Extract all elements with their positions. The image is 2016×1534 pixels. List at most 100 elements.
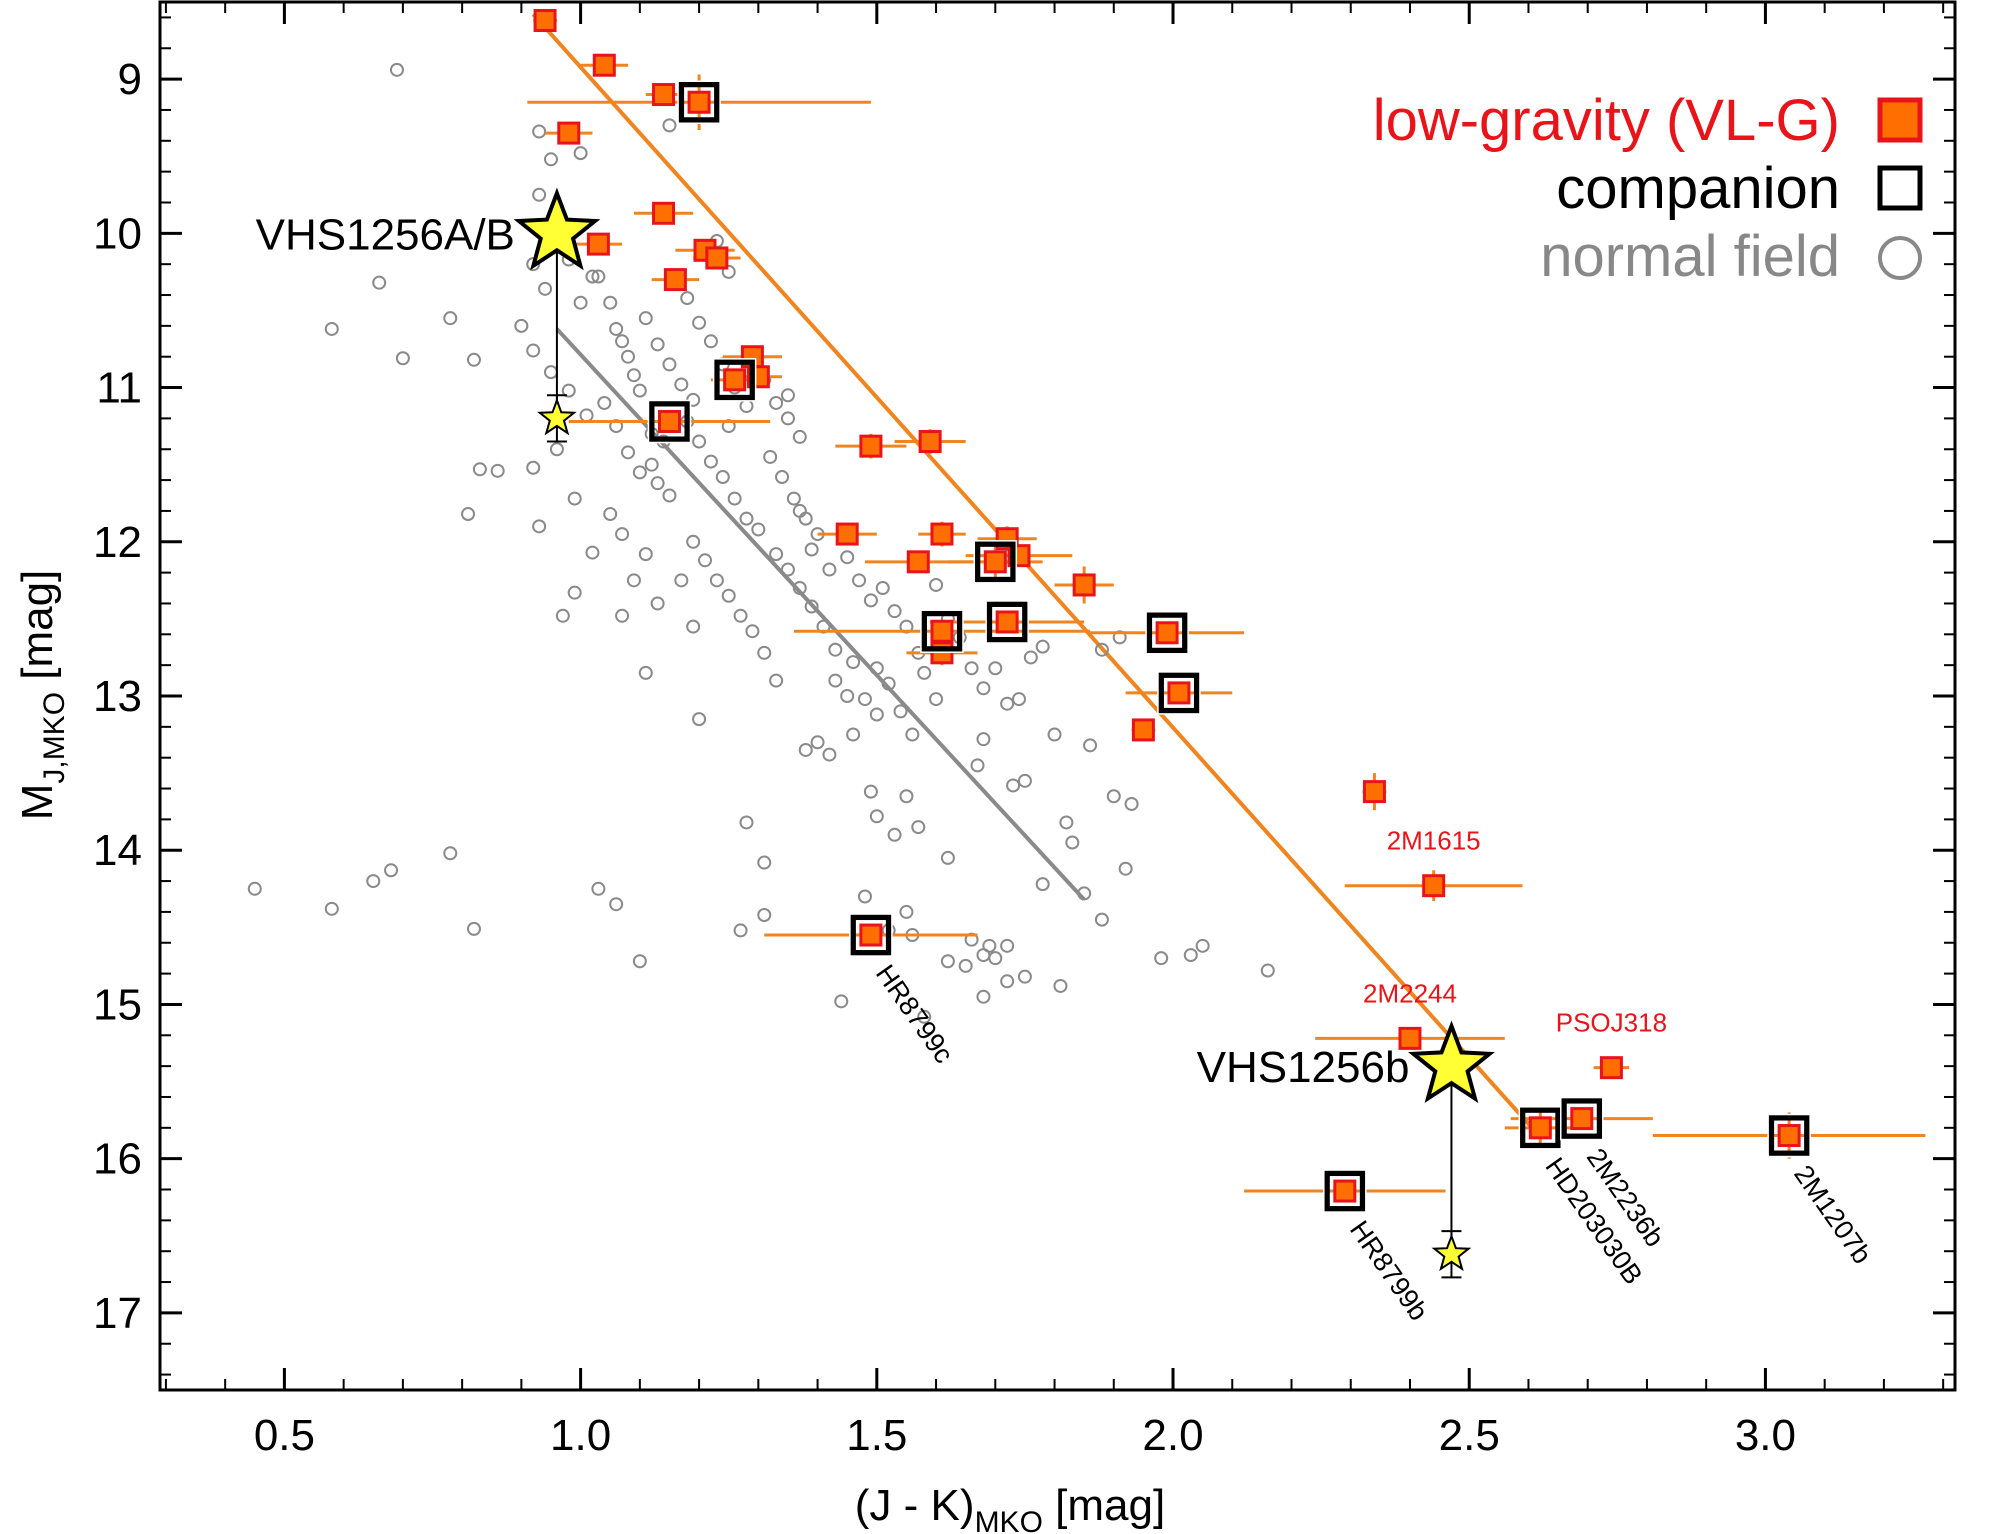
companion-point-halo	[1157, 671, 1201, 715]
field-point	[366, 874, 381, 889]
y-tick-label: 15	[93, 980, 142, 1029]
companion-point-halo	[647, 399, 692, 444]
field-point	[745, 624, 760, 639]
x-tick-label: 3.0	[1735, 1411, 1796, 1460]
field-point	[875, 581, 890, 596]
field-point	[863, 593, 878, 608]
legend-label-normal-field: normal field	[1540, 224, 1840, 289]
field-point	[579, 408, 594, 423]
low-gravity-point	[1072, 573, 1096, 597]
field-point	[792, 429, 807, 444]
y-tick-label: 10	[93, 209, 142, 258]
y-tick-label: 14	[93, 826, 142, 875]
low-gravity-point	[723, 368, 747, 392]
x-axis-title-unit: [mag]	[1043, 1481, 1165, 1530]
field-point	[443, 846, 458, 861]
star-marker-large	[513, 187, 601, 271]
field-point	[970, 758, 985, 773]
field-point	[443, 311, 458, 326]
field-point	[976, 681, 991, 696]
field-point	[1260, 963, 1275, 978]
field-point	[692, 315, 707, 330]
low-gravity-point	[859, 434, 883, 458]
low-gravity-point	[859, 923, 883, 947]
field-point	[603, 295, 618, 310]
field-point	[846, 655, 861, 670]
field-point	[834, 994, 849, 1009]
field-point	[1053, 978, 1068, 993]
companion-label: 2M1207b	[1788, 1160, 1877, 1269]
field-point	[1195, 938, 1210, 953]
low-gravity-point	[1422, 874, 1446, 898]
low-gravity-point	[1599, 1056, 1623, 1080]
field-point	[674, 377, 689, 392]
y-tick-label: 16	[93, 1135, 142, 1184]
field-point	[881, 676, 896, 691]
field-point	[543, 365, 558, 380]
field-point	[828, 673, 843, 688]
field-point	[526, 460, 541, 475]
companion-point	[1560, 1097, 1603, 1140]
field-point	[721, 588, 736, 603]
field-point	[662, 357, 677, 372]
field-point	[863, 784, 878, 799]
field-point	[715, 470, 730, 485]
field-point	[621, 445, 636, 460]
x-axis-title-main: (J - K)	[855, 1481, 975, 1530]
field-point	[988, 951, 1003, 966]
field-point	[632, 954, 647, 969]
low-gravity-point	[1131, 718, 1155, 742]
field-point	[543, 152, 558, 167]
field-point	[964, 661, 979, 676]
companion-layer	[647, 80, 1811, 1213]
field-point	[615, 334, 630, 349]
field-point	[822, 747, 837, 762]
field-point	[389, 62, 404, 77]
field-point	[698, 553, 713, 568]
y-axis-title-sub: J,MKO	[38, 692, 71, 784]
field-point	[662, 118, 677, 133]
companion-point	[920, 610, 963, 653]
field-point	[1017, 969, 1032, 984]
field-point	[739, 511, 754, 526]
field-point	[609, 321, 624, 336]
field-point	[615, 527, 630, 542]
x-tick-label: 0.5	[254, 1411, 315, 1460]
legend-marker-open-square	[1877, 165, 1923, 211]
y-axis-title: MJ,MKO [mag]	[13, 570, 71, 821]
low-gravity-point	[835, 522, 859, 546]
low-gravity-point	[918, 430, 942, 454]
companion-point-halo	[1767, 1113, 1811, 1158]
field-point	[626, 573, 641, 588]
field-point	[852, 573, 867, 588]
field-point	[810, 735, 825, 750]
field-point	[1094, 912, 1109, 927]
field-point	[857, 889, 872, 904]
low-gravity-point	[652, 83, 676, 107]
field-point	[780, 388, 795, 403]
companion-point-halo	[849, 913, 893, 957]
companion-point	[849, 914, 892, 957]
field-point	[538, 281, 553, 296]
field-point	[526, 343, 541, 358]
field-point	[840, 550, 855, 565]
companion-point-halo	[712, 358, 757, 402]
field-point	[650, 476, 665, 491]
field-point	[1094, 642, 1109, 657]
field-point	[769, 547, 784, 562]
field-point	[597, 395, 612, 410]
field-point	[958, 958, 973, 973]
legend-label-low-gravity: low-gravity (VL-G)	[1373, 88, 1840, 153]
fit-lines-layer	[531, 13, 1542, 1139]
field-point	[466, 352, 481, 367]
field-point	[727, 491, 742, 506]
legend-label-companion: companion	[1556, 156, 1840, 221]
field-point	[1011, 692, 1026, 707]
field-point	[609, 897, 624, 912]
field-point	[1118, 861, 1133, 876]
companion-point	[1157, 671, 1200, 714]
low-gravity-point	[592, 53, 616, 77]
field-point	[780, 562, 795, 577]
field-point	[709, 573, 724, 588]
field-point	[917, 665, 932, 680]
